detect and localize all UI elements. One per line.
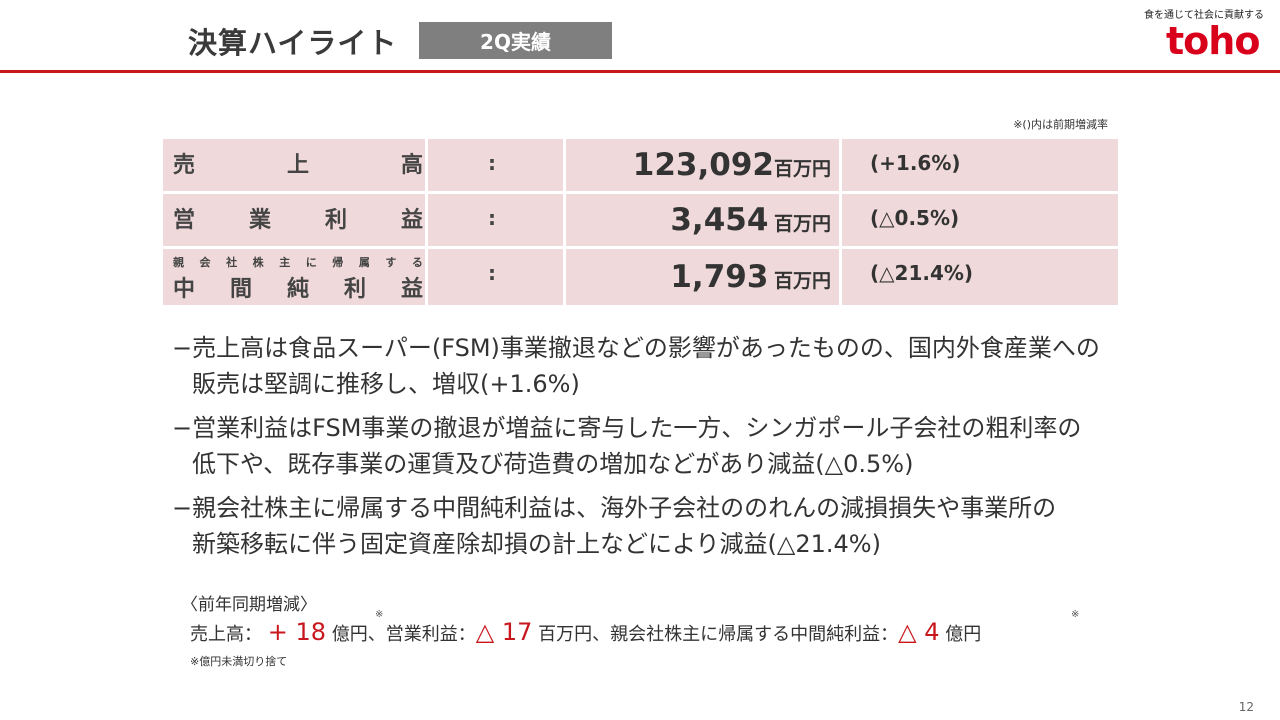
kpi-sublabel-char: す	[385, 256, 397, 269]
commentary-line: 販売は堅調に推移し、増収(+1.6%)	[192, 370, 580, 398]
yoy-unit: 億円	[945, 624, 982, 645]
footnote-mark: ※	[1071, 609, 1080, 620]
commentary-line: 低下や、既存事業の運賃及び荷造費の増加などがあり減益(△0.5%)	[192, 450, 914, 478]
kpi-sublabel-char: 属	[358, 256, 370, 269]
yoy-unit: 百万円	[538, 624, 593, 645]
kpi-sublabel-char: 主	[279, 256, 291, 269]
commentary-line: −親会社株主に帰属する中間純利益は、海外子会社ののれんの減損損失や事業所の	[172, 494, 1057, 522]
company-logo: toho	[1166, 19, 1260, 63]
kpi-sublabel-char: 帰	[332, 256, 344, 269]
column-divider	[839, 139, 842, 305]
page-title: 決算ハイライト	[188, 26, 398, 60]
commentary-item: −営業利益はFSM事業の撤退が増益に寄与した一方、シンガポール子会社の粗利率の …	[172, 410, 1122, 482]
yoy-title: 〈前年同期増減〉	[181, 595, 317, 615]
commentary-line: 新築移転に伴う固定資産除却損の計上などにより減益(△21.4%)	[192, 530, 881, 558]
kpi-colon: :	[488, 206, 496, 230]
kpi-sublabel-char: 会	[199, 256, 211, 269]
kpi-number: 3,454	[670, 202, 769, 238]
kpi-row-operating-profit: 営 業 利 益 : 3,454 百万円 (△0.5%)	[163, 194, 1118, 246]
commentary-item: −親会社株主に帰属する中間純利益は、海外子会社ののれんの減損損失や事業所の 新築…	[172, 490, 1122, 562]
kpi-label-char: 間	[229, 277, 252, 302]
footnote-change-rate: ※()内は前期増減率	[1013, 118, 1108, 131]
column-divider	[425, 139, 428, 305]
yoy-label: 、親会社株主に帰属する中間純利益：	[592, 624, 899, 645]
kpi-unit: 百万円	[773, 158, 831, 180]
kpi-label-char: 利	[324, 208, 347, 233]
kpi-value: 1,793 百万円	[670, 259, 831, 295]
kpi-label-char: 売	[173, 153, 196, 178]
yoy-unit: 億円	[331, 624, 368, 645]
kpi-label: 中 間 純 利 益	[173, 271, 423, 303]
kpi-row-net-income: 親 会 社 株 主 に 帰 属 す る 中 間 純 利 益 : 1,793 百万…	[163, 249, 1118, 305]
kpi-number: 1,793	[670, 259, 769, 295]
kpi-label-char: 高	[400, 153, 423, 178]
kpi-colon: :	[488, 151, 496, 175]
kpi-label: 営 業 利 益	[173, 202, 423, 234]
kpi-label-char: 利	[343, 277, 366, 302]
column-divider	[563, 139, 566, 305]
company-tagline: 食を通じて社会に貢献する	[1144, 10, 1264, 21]
kpi-label-char: 益	[400, 277, 423, 302]
kpi-label-char: 上	[286, 153, 309, 178]
commentary-item: −売上高は食品スーパー(FSM)事業撤退などの影響があったものの、国内外食産業へ…	[172, 330, 1122, 402]
kpi-sublabel-char: に	[305, 256, 317, 269]
kpi-row-sales: 売 上 高 : 123,092百万円 (+1.6%)	[163, 139, 1118, 191]
kpi-change: (△21.4%)	[870, 261, 974, 285]
yoy-label: 、営業利益：	[367, 624, 476, 645]
footnote-mark: ※	[375, 609, 384, 620]
kpi-label-char: 営	[173, 208, 196, 233]
commentary-line: −営業利益はFSM事業の撤退が増益に寄与した一方、シンガポール子会社の粗利率の	[172, 414, 1082, 442]
kpi-sublabel: 親 会 社 株 主 に 帰 属 す る	[173, 254, 423, 270]
kpi-label-char: 純	[286, 277, 309, 302]
kpi-change: (△0.5%)	[870, 206, 960, 230]
kpi-label-char: 中	[173, 277, 196, 302]
kpi-number: 123,092	[632, 147, 774, 183]
header-divider	[0, 70, 1280, 73]
kpi-colon: :	[488, 261, 496, 285]
yoy-label: 売上高：	[190, 624, 262, 645]
commentary-line: −売上高は食品スーパー(FSM)事業撤退などの影響があったものの、国内外食産業へ…	[172, 334, 1100, 362]
kpi-label: 売 上 高	[173, 147, 423, 179]
yoy-summary: 売上高： + 18 億円、営業利益：△ 17 百万円、親会社株主に帰属する中間純…	[190, 618, 981, 646]
page-number: 12	[1238, 700, 1254, 714]
commentary-list: −売上高は食品スーパー(FSM)事業撤退などの影響があったものの、国内外食産業へ…	[172, 330, 1122, 570]
yoy-value: + 18	[267, 618, 327, 646]
kpi-change: (+1.6%)	[870, 151, 961, 175]
kpi-table: 売 上 高 : 123,092百万円 (+1.6%) 営 業 利 益 : 3,4…	[163, 139, 1118, 305]
yoy-footnote: ※億円未満切り捨て	[190, 655, 288, 668]
kpi-value: 3,454 百万円	[670, 202, 831, 238]
kpi-unit: 百万円	[773, 270, 831, 292]
kpi-unit: 百万円	[773, 213, 831, 235]
kpi-sublabel-char: る	[411, 256, 423, 269]
period-badge: 2Q実績	[419, 22, 612, 59]
row-divider	[163, 191, 1118, 194]
kpi-label-char: 業	[248, 208, 271, 233]
row-divider	[163, 246, 1118, 249]
kpi-value: 123,092百万円	[633, 147, 831, 183]
kpi-sublabel-char: 親	[173, 256, 184, 269]
yoy-value: △ 17	[475, 618, 533, 646]
kpi-sublabel-char: 社	[226, 256, 238, 269]
yoy-value: △ 4	[898, 618, 940, 646]
kpi-sublabel-char: 株	[252, 256, 264, 269]
kpi-label-char: 益	[400, 208, 423, 233]
